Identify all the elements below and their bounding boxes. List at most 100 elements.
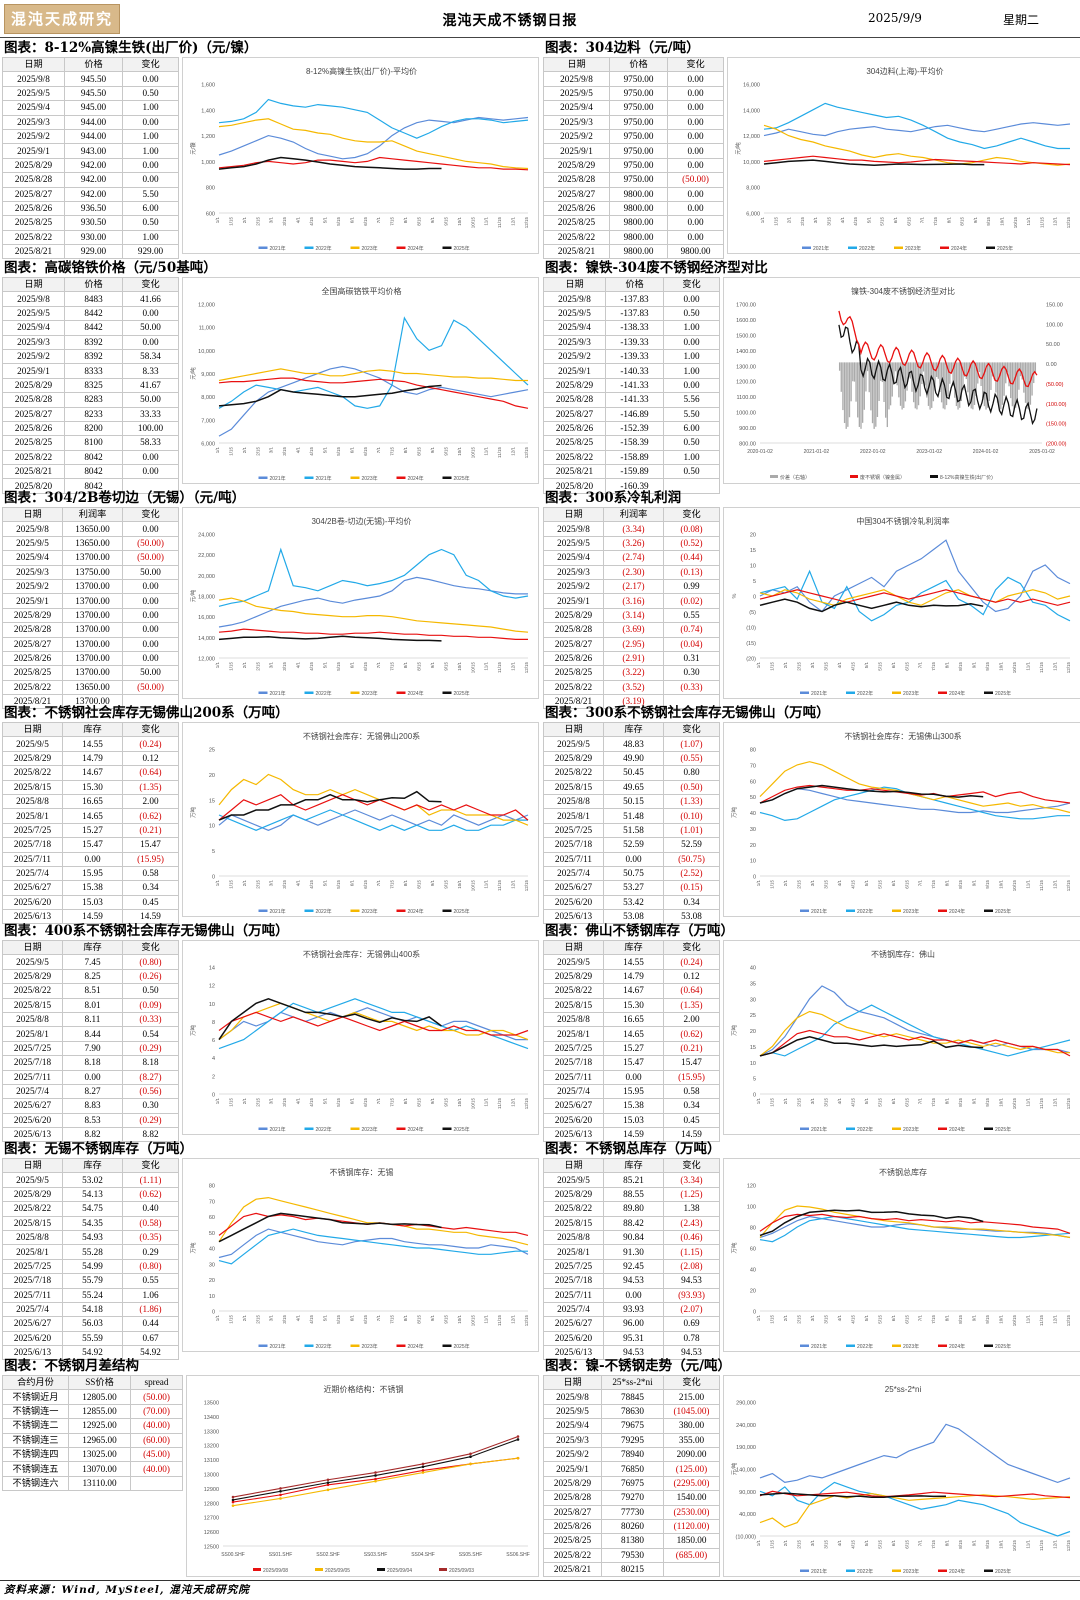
x-tick-label: 2/1	[787, 217, 792, 224]
table-cell: 2025/6/20	[2, 894, 63, 911]
x-tick-label: 12/1	[1053, 880, 1058, 889]
table-row: 2025/9/2 944.00 1.00	[2, 128, 179, 145]
table-cell: 2025/7/18	[543, 1273, 604, 1289]
legend-label: 2025年	[995, 690, 1011, 697]
spread-bar	[947, 362, 949, 397]
x-tick-label: 6/15	[904, 1540, 909, 1549]
table-cell: (0.29)	[122, 1112, 179, 1129]
table-cell: 2025/8/8	[2, 793, 63, 810]
spread-bar	[876, 362, 879, 417]
x-tick-label: 7/1	[918, 1540, 923, 1547]
y-axis-label: 万吨	[730, 1242, 738, 1254]
table-cell: 1.00	[122, 128, 179, 145]
table-cell: 2025/8/21	[543, 464, 606, 480]
panel-title-p6: 图表：300系冷轧利润	[545, 490, 682, 506]
legend-swatch	[304, 476, 314, 479]
spread-bar	[1010, 362, 1012, 399]
x-tick-label: 9/1	[430, 217, 435, 224]
table-cell: 13700.00	[62, 665, 123, 681]
table-cell: 2025/8/25	[543, 215, 610, 231]
table-cell: (1.15)	[663, 1244, 720, 1260]
x-tick-label: 6/15	[904, 880, 909, 889]
table-cell: 2025/7/11	[543, 1287, 604, 1303]
series-line-2	[218, 597, 529, 633]
table-cell: (2295.00)	[663, 1475, 720, 1492]
table-row: 2025/9/8 13650.00 0.00	[2, 521, 179, 537]
legend-label: 2025年	[995, 908, 1011, 915]
x-tick-label: 3/1	[810, 1540, 815, 1547]
series-line-1	[759, 569, 1071, 622]
table-row: 2025/8/21 8042 0.00	[2, 464, 179, 480]
table-row: 2025/9/5 85.21 (3.34)	[543, 1172, 720, 1188]
table-row: 2025/9/5 53.02 (1.11)	[2, 1172, 179, 1188]
x-tick-label: 3/15	[823, 662, 828, 671]
table-cell: 12965.00	[68, 1432, 131, 1448]
x-tick-label: 5/15	[336, 662, 341, 671]
table-cell: 2025/9/5	[2, 305, 65, 322]
spread-bar	[1000, 362, 1002, 410]
x-tick-label: 8/15	[958, 1315, 963, 1324]
table-cell: 0.00	[122, 334, 179, 350]
series-line-3	[759, 1213, 1071, 1234]
legend-label: 2024年	[949, 908, 965, 915]
table-row: 2025/8/29 14.79 0.12	[543, 968, 720, 985]
series-line-0	[763, 122, 1071, 137]
series-line-1	[218, 809, 528, 831]
table-row: 2025/9/5 8442 0.00	[2, 305, 179, 322]
legend-label: 2025年	[454, 475, 470, 482]
y-tick-label: 100	[747, 1205, 756, 1211]
x-tick-label: 7/15	[390, 662, 395, 671]
table-cell: (2.52)	[663, 865, 720, 882]
table-cell: -160.39	[605, 478, 664, 494]
chart-title: 304边料(上海)-平均价	[866, 66, 943, 76]
legend-swatch	[984, 909, 993, 912]
legend-swatch	[984, 691, 993, 694]
table-cell: (3.16)	[603, 593, 664, 609]
table-cell: 9800.00	[609, 244, 668, 260]
x-tick-label: 4/1	[840, 217, 845, 224]
y-tick-label: 0	[212, 1310, 215, 1316]
panel-title-p13: 图表：不锈钢月差结构	[4, 1358, 139, 1374]
data-table-p8: 日期 库存 变化 2025/9/5 48.83 (1.07) 2025/8/29 49.90(…	[543, 721, 720, 925]
table-cell: 2025/6/27	[2, 1098, 63, 1114]
table-cell: 9750.00	[609, 71, 668, 87]
x-tick-label: 7/1	[376, 447, 381, 454]
chart-p14: 25*ss-2*ni 290,000 240,000 190,000 140,000 90…	[723, 1375, 1080, 1577]
x-tick-label: 5/1	[866, 217, 871, 224]
x-tick-label: 10/1	[457, 1315, 462, 1324]
x-tick-label: 3/15	[823, 880, 828, 889]
table-row: 2025/8/29 9750.00 0.00	[543, 157, 724, 174]
legend-swatch	[350, 1344, 360, 1347]
chart-title: 不锈钢库存：无锡	[330, 1167, 394, 1177]
table-cell: 79675	[601, 1418, 664, 1434]
table-cell: 13700.00	[62, 650, 123, 667]
x-tick-label: 9/15	[985, 662, 990, 671]
table-cell: 0.99	[663, 578, 720, 595]
table-cell: 15.47	[62, 837, 123, 853]
x-tick-label: SS04.SHF	[411, 1552, 435, 1558]
legend-swatch	[377, 1568, 385, 1571]
spread-bar	[963, 362, 966, 377]
spread-bar	[959, 362, 961, 408]
table-row: 2025/8/15 15.30 (1.35)	[543, 997, 720, 1013]
x-tick-label: 6/1	[893, 217, 898, 224]
table-cell: 2025/8/8	[543, 793, 604, 810]
table-cell: 2025/8/15	[2, 1215, 63, 1231]
table-cell: 0.78	[663, 1330, 720, 1347]
table-cell: 0.00	[122, 521, 179, 537]
table-cell: 2025/8/22	[543, 1547, 602, 1564]
table-row: 不锈钢连三 12965.00 (60.00)	[2, 1432, 183, 1448]
y-tick-label: 10,000	[743, 160, 760, 166]
table-cell: 8283	[64, 392, 123, 408]
x-tick-label: 11/1	[484, 447, 489, 456]
data-point	[516, 1435, 520, 1438]
x-tick-label: 11/1	[1026, 1540, 1031, 1549]
table-row: 2025/8/26 13700.00 0.00	[2, 650, 179, 667]
chart-p10: 不锈钢库存：佛山 40 35 30 25 20 15 10 5 0 万吨 1/1 1/15 2/1 2/15…	[723, 940, 1080, 1135]
y-tick-label: 20	[209, 1278, 215, 1284]
table-cell: 2025/9/4	[2, 550, 63, 566]
legend-label: 2023年	[362, 1343, 378, 1350]
table-row: 2025/9/4 13700.00 (50.00)	[2, 550, 179, 566]
table-cell: 2025/8/1	[543, 1244, 604, 1260]
y-tick-label: 800	[206, 186, 215, 192]
